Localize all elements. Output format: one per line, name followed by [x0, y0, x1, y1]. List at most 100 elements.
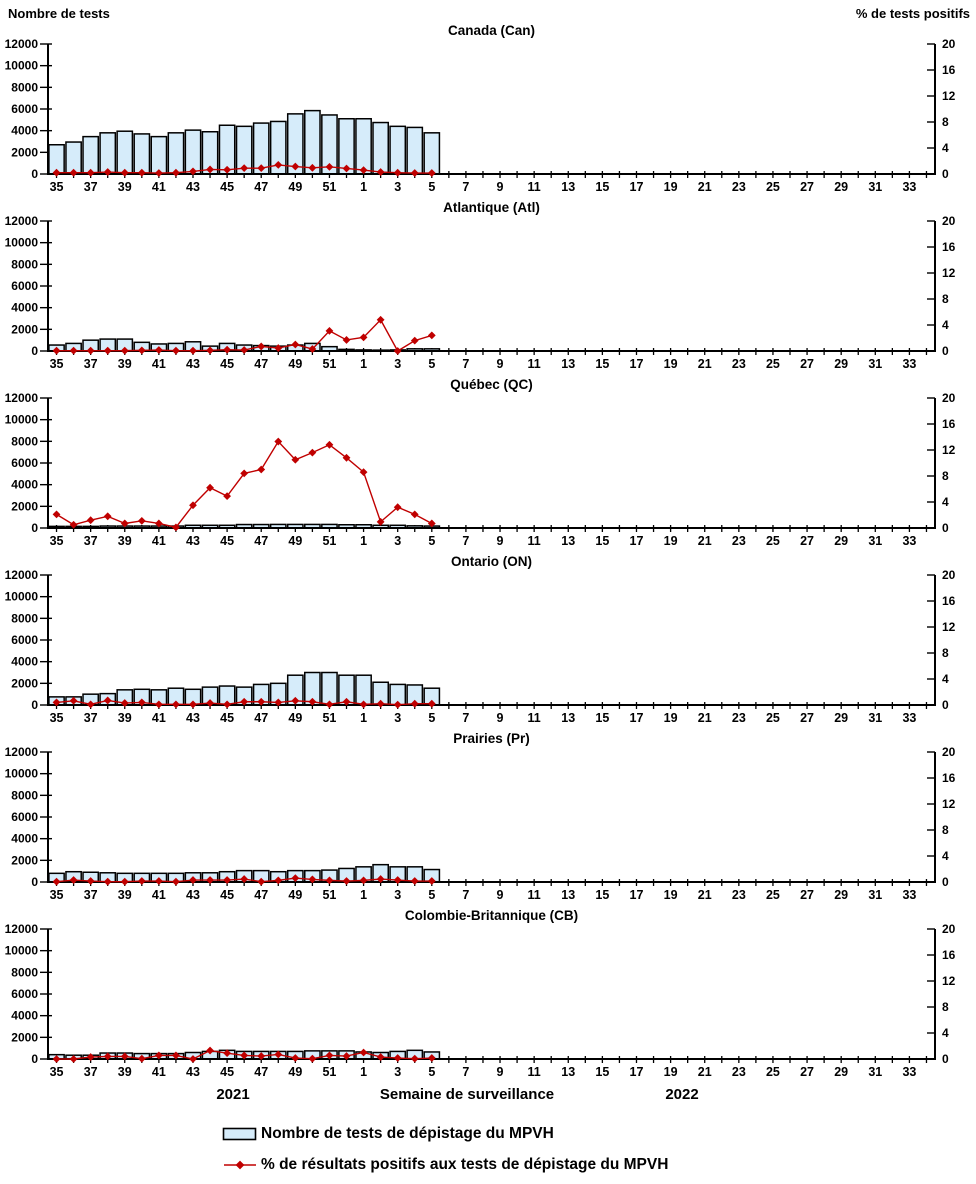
- diamond-marker: [393, 700, 402, 709]
- svg-text:51: 51: [322, 357, 336, 371]
- diamond-marker: [223, 492, 232, 501]
- diamond-marker: [52, 168, 61, 177]
- diamond-marker: [291, 162, 300, 171]
- svg-text:9: 9: [497, 180, 504, 194]
- svg-text:27: 27: [800, 534, 814, 548]
- legend-item-tests: Nombre de tests de dépistage du MPVH: [222, 1118, 976, 1149]
- diamond-marker: [393, 876, 402, 884]
- svg-text:19: 19: [664, 888, 678, 902]
- left-axis-title: Nombre de tests: [8, 6, 110, 21]
- x-axis: 35 37 39 41 43 45 47 49 51 1 3 5 7 9 11 13 15 17 19 21 23 25 2…: [50, 879, 928, 902]
- svg-text:16: 16: [942, 771, 956, 785]
- diamond-marker: [257, 697, 266, 706]
- diamond-marker: [103, 877, 112, 886]
- diamond-marker: [393, 168, 402, 177]
- svg-text:47: 47: [254, 357, 268, 371]
- svg-text:0: 0: [942, 1052, 949, 1066]
- svg-text:1: 1: [360, 357, 367, 371]
- svg-text:4: 4: [942, 141, 949, 155]
- diamond-marker: [120, 519, 129, 528]
- svg-text:41: 41: [152, 711, 166, 725]
- svg-text:17: 17: [630, 357, 644, 371]
- panel-title: Atlantique (Atl): [443, 200, 540, 215]
- diamond-marker: [342, 164, 351, 173]
- svg-text:31: 31: [868, 711, 882, 725]
- diamond-marker: [154, 169, 163, 177]
- svg-text:5: 5: [428, 1065, 435, 1079]
- diamond-marker: [240, 346, 249, 354]
- svg-text:9: 9: [497, 357, 504, 371]
- svg-text:2000: 2000: [11, 322, 38, 336]
- diamond-marker: [308, 697, 317, 706]
- svg-text:12: 12: [942, 620, 956, 634]
- diamond-marker: [359, 700, 368, 709]
- svg-text:45: 45: [220, 357, 234, 371]
- svg-text:45: 45: [220, 711, 234, 725]
- svg-text:21: 21: [698, 180, 712, 194]
- svg-text:41: 41: [152, 888, 166, 902]
- left-axis: 0 2000 4000 6000 8000 10000 12000: [5, 214, 52, 358]
- axis-frame: [47, 221, 936, 352]
- svg-text:13: 13: [561, 711, 575, 725]
- svg-text:4: 4: [942, 495, 949, 509]
- svg-text:25: 25: [766, 888, 780, 902]
- svg-text:21: 21: [698, 888, 712, 902]
- svg-text:2000: 2000: [11, 676, 38, 690]
- svg-text:27: 27: [800, 711, 814, 725]
- percent-positive-line: [52, 315, 436, 355]
- svg-text:2000: 2000: [11, 499, 38, 513]
- svg-text:37: 37: [84, 534, 98, 548]
- diamond-marker: [137, 168, 146, 177]
- svg-text:37: 37: [84, 711, 98, 725]
- right-axis: 0 4 8 12 16 20: [927, 214, 956, 358]
- svg-text:20: 20: [942, 568, 956, 582]
- diamond-marker: [393, 503, 402, 512]
- diamond-marker: [69, 696, 78, 705]
- axis-headers: Nombre de tests % de tests positifs: [0, 0, 976, 22]
- diamond-marker: [137, 698, 146, 707]
- diamond-marker: [342, 453, 351, 462]
- svg-text:7: 7: [462, 180, 469, 194]
- svg-text:20: 20: [942, 214, 956, 228]
- diamond-marker: [52, 877, 61, 886]
- svg-text:29: 29: [834, 711, 848, 725]
- svg-text:41: 41: [152, 357, 166, 371]
- svg-text:33: 33: [902, 711, 916, 725]
- svg-text:19: 19: [664, 357, 678, 371]
- svg-text:0: 0: [31, 521, 38, 535]
- svg-text:16: 16: [942, 63, 956, 77]
- diamond-marker: [427, 519, 436, 528]
- svg-text:33: 33: [902, 180, 916, 194]
- svg-text:12: 12: [942, 797, 956, 811]
- svg-text:0: 0: [942, 875, 949, 889]
- svg-text:29: 29: [834, 357, 848, 371]
- svg-text:6000: 6000: [11, 279, 38, 293]
- diamond-marker: [274, 698, 283, 707]
- svg-text:12000: 12000: [5, 391, 39, 405]
- svg-text:1: 1: [360, 1065, 367, 1079]
- diamond-marker: [86, 168, 95, 177]
- svg-text:5: 5: [428, 180, 435, 194]
- svg-text:0: 0: [31, 698, 38, 712]
- svg-text:0: 0: [942, 344, 949, 358]
- diamond-marker: [325, 162, 334, 171]
- percent-positive-line: [52, 161, 436, 177]
- svg-text:33: 33: [902, 1065, 916, 1079]
- diamond-marker: [172, 700, 180, 709]
- diamond-marker: [325, 326, 334, 335]
- diamond-marker: [359, 166, 368, 174]
- left-axis: 0 2000 4000 6000 8000 10000 12000: [5, 391, 52, 535]
- percent-positive-line: [52, 696, 436, 709]
- svg-text:25: 25: [766, 534, 780, 548]
- diamond-marker: [52, 510, 61, 519]
- svg-text:3: 3: [394, 888, 401, 902]
- svg-text:39: 39: [118, 711, 132, 725]
- diamond-marker: [257, 342, 266, 351]
- diamond-marker: [274, 437, 283, 446]
- svg-text:12: 12: [942, 266, 956, 280]
- svg-text:1: 1: [360, 180, 367, 194]
- svg-text:9: 9: [497, 534, 504, 548]
- svg-text:37: 37: [84, 357, 98, 371]
- svg-text:8: 8: [942, 646, 949, 660]
